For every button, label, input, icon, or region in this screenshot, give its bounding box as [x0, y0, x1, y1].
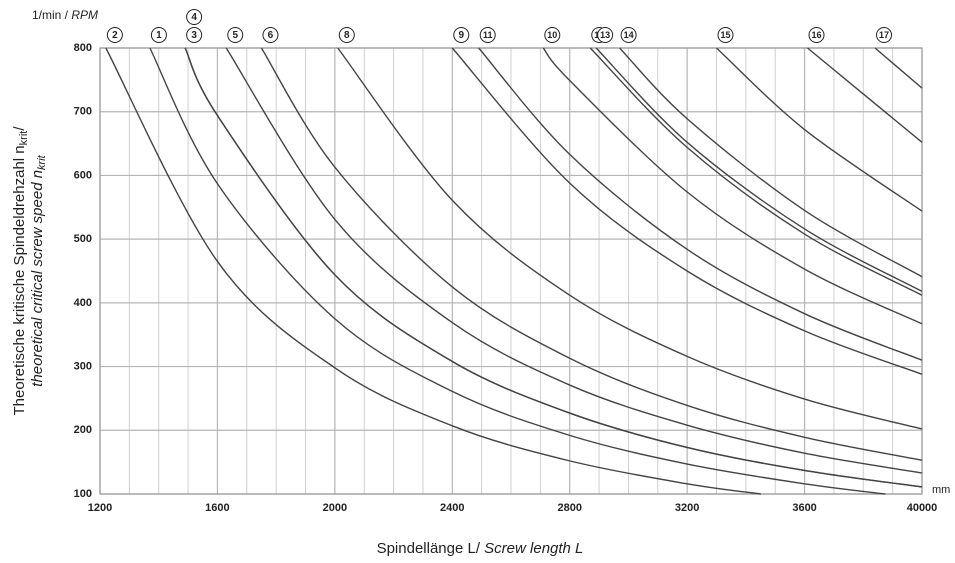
plot-frame [99, 47, 923, 495]
curve [451, 47, 923, 375]
curve [716, 47, 923, 212]
curve-label: 15 [717, 27, 734, 43]
curve-label-text: 16 [811, 30, 821, 40]
curve-label: 13 [597, 27, 614, 43]
curve-label-text: 10 [547, 30, 557, 40]
curve-label-circle [717, 27, 734, 43]
y-tick-label: 300 [74, 360, 92, 372]
y-tick-label: 100 [74, 488, 92, 500]
curve-label: 10 [544, 27, 561, 43]
curve-label: 16 [808, 27, 825, 43]
curve-label-circle [338, 27, 355, 43]
curve-label-text: 4 [191, 12, 197, 23]
curve-label-circle [186, 27, 203, 43]
curve-label-circle [186, 9, 203, 25]
curve [619, 47, 923, 278]
grid [99, 47, 923, 495]
curve [807, 47, 923, 143]
y-tick-label: 600 [74, 169, 92, 181]
curve-label: 5 [227, 27, 244, 43]
curve-label: 3 [186, 27, 203, 43]
curve-label-circle [544, 27, 561, 43]
curve-label-text: 2 [112, 30, 118, 41]
curve-label-text: 6 [268, 30, 274, 41]
curve-label: 17 [876, 27, 893, 43]
curve [184, 47, 923, 488]
curve-label: 9 [453, 27, 470, 43]
curve-label-circle [150, 27, 167, 43]
x-tick-label: 40000 [907, 502, 938, 514]
x-tick-label: 3600 [792, 502, 816, 514]
curve [589, 47, 923, 296]
curve-label: 8 [338, 27, 355, 43]
curve-label-circle [620, 27, 637, 43]
curve-label-circle [227, 27, 244, 43]
curve-label-text: 8 [344, 30, 350, 41]
curve-label-text: 14 [624, 30, 634, 40]
y-tick-label: 400 [74, 297, 92, 309]
curve-label-circle [453, 27, 470, 43]
x-tick-label: 1200 [88, 502, 112, 514]
curve [225, 47, 923, 474]
curve [478, 47, 923, 361]
curve-label-circle [808, 27, 825, 43]
x-tick-label: 2000 [323, 502, 347, 514]
curve-label-text: 5 [232, 30, 238, 41]
curve [184, 47, 923, 488]
x-axis-label: Spindellänge L/ Screw length L [377, 540, 584, 557]
curve-label-text: 9 [459, 30, 465, 41]
curve-label: 1 [150, 27, 167, 43]
x-tick-label: 2400 [440, 502, 464, 514]
curve-label: 4 [186, 9, 203, 25]
y-tick-label: 700 [74, 106, 92, 118]
curve [337, 47, 923, 430]
x-unit: mm [932, 484, 950, 496]
curve-label-circle [106, 27, 123, 43]
curve-label-circle [479, 27, 496, 43]
curve-label: 11 [479, 27, 496, 43]
curve-label-text: 3 [191, 30, 197, 41]
x-tick-label: 3200 [675, 502, 699, 514]
y-unit: 1/min / RPM [32, 8, 98, 22]
curve [105, 47, 761, 495]
curve-label-text: 17 [879, 30, 889, 40]
curve-label-text: 15 [720, 30, 730, 40]
x-tick-label: 2800 [557, 502, 581, 514]
curve-label-circle [262, 27, 279, 43]
y-tick-label: 200 [74, 424, 92, 436]
y-label-line2: theoretical critical screw speed nkrit [29, 154, 48, 386]
curve [542, 47, 923, 325]
curve-label: 14 [620, 27, 637, 43]
curve-label-circle [597, 27, 614, 43]
curve [595, 47, 923, 293]
curve-label: 2 [106, 27, 123, 43]
curve-label-text: 11 [483, 30, 493, 40]
curve [149, 47, 886, 495]
y-axis-label: Theoretische kritische Spindeldrehzahl n… [11, 126, 48, 416]
curve-label-circle [876, 27, 893, 43]
curve [874, 47, 923, 89]
curve [260, 47, 923, 461]
curve-label-text: 13 [600, 30, 610, 40]
curve-label: 6 [262, 27, 279, 43]
x-tick-label: 1600 [205, 502, 229, 514]
curve-label-text: 1 [156, 30, 162, 41]
y-tick-label: 800 [74, 42, 92, 54]
y-tick-label: 500 [74, 233, 92, 245]
y-label-line1: Theoretische kritische Spindeldrehzahl n… [11, 126, 30, 416]
